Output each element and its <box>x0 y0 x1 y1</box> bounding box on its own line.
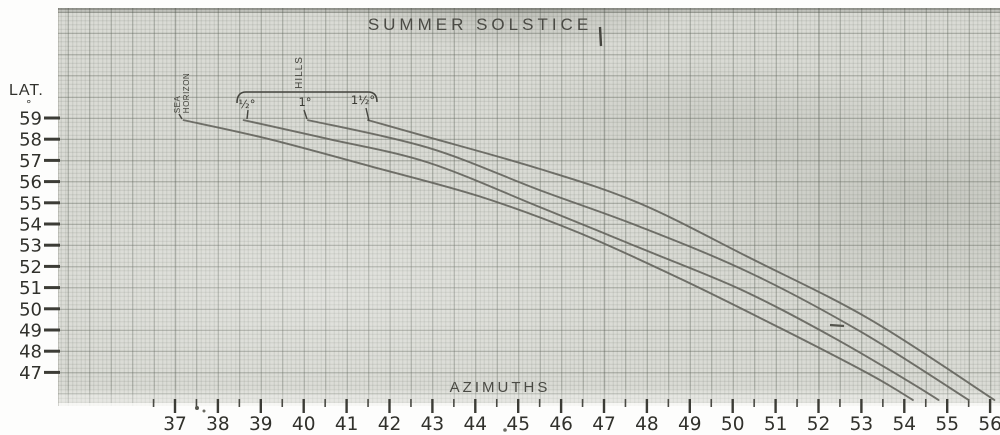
lat-tick-label: 47 <box>19 363 42 384</box>
scan-artifact <box>829 323 845 328</box>
hill-elevation-label-half-degree: ½° <box>238 97 256 111</box>
label-leader <box>303 109 308 120</box>
scan-artifact <box>202 409 206 413</box>
curve-hills-one-deg <box>307 119 970 401</box>
lat-tick-label: 49 <box>19 321 42 342</box>
lat-tick-label: 54 <box>19 215 42 236</box>
curve-sea-horizon <box>182 119 914 401</box>
lat-axis-label: LAT. <box>9 82 44 99</box>
azimuth-tick-label: 45 <box>506 414 530 435</box>
scan-artifact <box>598 26 603 47</box>
hill-elevation-label-one-degree: 1° <box>298 95 312 109</box>
lat-tick-label: 56 <box>19 172 42 193</box>
lat-tick-label: 48 <box>19 342 42 363</box>
label-leader <box>178 113 183 120</box>
azimuth-tick-label: 43 <box>421 414 445 435</box>
curve-hills-half-deg <box>242 119 940 401</box>
lat-degree-mark: ° <box>26 98 32 111</box>
azimuth-tick-label: 47 <box>592 414 616 435</box>
azimuth-tick-label: 49 <box>678 414 702 435</box>
lat-tick-label: 51 <box>19 278 42 299</box>
scan-artifact <box>503 428 507 432</box>
lat-tick-label: 50 <box>19 299 42 320</box>
lat-tick-label: 58 <box>19 130 42 151</box>
azimuth-tick-label: 54 <box>893 414 917 435</box>
lat-tick-label: 55 <box>19 193 42 214</box>
label-leader <box>246 109 249 120</box>
lat-tick-label: 52 <box>19 257 42 278</box>
azimuth-tick-label: 48 <box>635 414 659 435</box>
lat-tick-label: 57 <box>19 151 42 172</box>
azimuth-tick-label: 56 <box>978 414 1000 435</box>
curve-hills-one-half-deg <box>367 119 996 401</box>
azimuth-tick-label: 52 <box>807 414 831 435</box>
azimuth-tick-label: 53 <box>850 414 874 435</box>
lat-tick-label: 59 <box>19 109 42 130</box>
label-leader <box>365 107 370 122</box>
azimuth-tick-label: 51 <box>764 414 788 435</box>
azimuth-tick-label: 37 <box>163 414 187 435</box>
azimuth-tick-label: 55 <box>935 414 959 435</box>
hills-bracket <box>236 91 378 104</box>
chart-title: SUMMER SOLSTICE <box>367 15 593 34</box>
azimuth-tick-label: 38 <box>206 414 230 435</box>
azimuth-axis-label: AZIMUTHS <box>449 379 551 396</box>
hill-elevation-label-one-half-degree: 1½° <box>350 93 376 107</box>
azimuth-tick-label: 50 <box>721 414 745 435</box>
azimuth-tick-label: 44 <box>464 414 488 435</box>
azimuth-tick-label: 46 <box>549 414 573 435</box>
azimuth-tick-label: 42 <box>378 414 402 435</box>
scan-artifact <box>195 406 199 410</box>
azimuth-tick-label: 39 <box>249 414 273 435</box>
lat-tick-label: 53 <box>19 236 42 257</box>
azimuth-tick-label: 41 <box>335 414 359 435</box>
azimuth-tick-label: 40 <box>292 414 316 435</box>
